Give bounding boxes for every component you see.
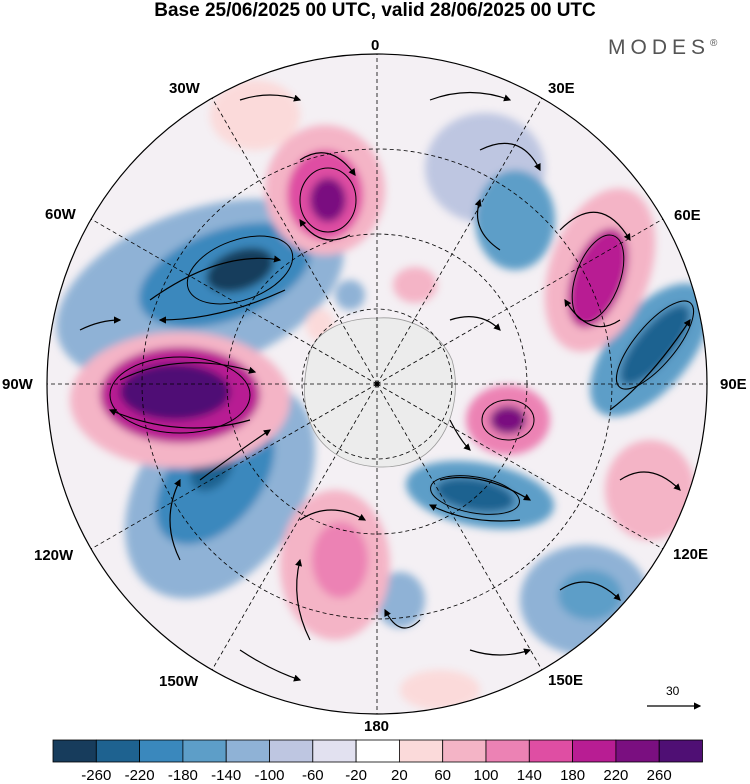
negative-anomaly-region — [335, 280, 365, 310]
lon-label-150w: 150W — [159, 673, 199, 690]
map-border — [46, 53, 708, 715]
lon-label-150e: 150E — [548, 672, 584, 689]
positive-anomaly-peak — [120, 364, 230, 420]
lon-label-60e: 60E — [674, 207, 701, 224]
positive-anomaly-region — [605, 440, 695, 540]
positive-anomaly-region — [210, 80, 300, 150]
colorbar-tick-label: -20 — [345, 767, 367, 784]
colorbar-swatch — [139, 739, 184, 763]
colorbar-swatch — [312, 739, 357, 763]
registered-mark: ® — [710, 38, 718, 49]
lon-label-180: 180 — [364, 718, 390, 735]
colorbar-tick-label: 180 — [560, 767, 586, 784]
lon-label-120w: 120W — [34, 547, 74, 564]
colorbar-tick-label: 20 — [391, 767, 408, 784]
colorbar-tick-label: -260 — [81, 767, 112, 784]
colorbar — [52, 739, 703, 763]
negative-anomaly-core — [475, 170, 555, 270]
colorbar-swatch — [269, 739, 314, 763]
lon-label-90e: 90E — [720, 376, 747, 393]
colorbar-swatch — [355, 739, 400, 763]
lon-label-120e: 120E — [673, 546, 709, 563]
reference-vector-label: 30 — [666, 684, 680, 698]
lon-label-30e: 30E — [548, 80, 575, 97]
lon-label-0: 0 — [371, 37, 380, 54]
colorbar-tick-label: -180 — [167, 767, 198, 784]
negative-anomaly-core — [435, 477, 515, 513]
colorbar-swatch — [95, 739, 141, 763]
positive-anomaly-core — [490, 406, 526, 434]
colorbar-swatch — [485, 739, 530, 763]
colorbar-tick-label: 140 — [516, 767, 542, 784]
wind-vectors — [79, 91, 691, 682]
contour-lines — [109, 167, 695, 515]
positive-anomaly-core — [567, 228, 629, 328]
colorbar-tick-label: -100 — [254, 767, 285, 784]
colorbar-swatch — [658, 739, 703, 763]
map-title: Base 25/06/2025 00 UTC, valid 28/06/2025… — [154, 0, 596, 21]
negative-anomaly-core — [620, 304, 690, 386]
colorbar-tick-label: 260 — [646, 767, 672, 784]
colorbar-tick-label: -140 — [211, 767, 242, 784]
south-pole-marker — [374, 381, 380, 387]
positive-anomaly-peak — [310, 178, 346, 222]
positive-anomaly-region — [393, 267, 437, 303]
colorbar-swatch — [615, 739, 660, 763]
positive-anomaly-region — [400, 670, 480, 710]
colorbar-tick-label: 220 — [603, 767, 629, 784]
lon-label-60w: 60W — [45, 206, 76, 223]
negative-anomaly-core — [558, 570, 622, 620]
graticule — [47, 54, 707, 714]
colorbar-swatch — [572, 739, 617, 763]
colorbar-tick-label: -220 — [124, 767, 155, 784]
brand-name: MODES — [608, 36, 711, 59]
colorbar-swatch — [398, 739, 444, 763]
colorbar-tick-label: -60 — [301, 767, 324, 784]
positive-anomaly-core — [312, 522, 368, 598]
colorbar-swatch — [225, 739, 270, 763]
lon-label-30w: 30W — [169, 80, 200, 97]
colorbar-swatch — [528, 739, 573, 763]
brand-logo: MODES® — [608, 36, 717, 60]
colorbar-swatch — [52, 739, 97, 763]
colorbar-swatch — [442, 739, 487, 763]
colorbar-tick-label: 100 — [473, 767, 499, 784]
colorbar-swatch — [182, 739, 227, 763]
colorbar-tick-label: 60 — [434, 767, 452, 784]
lon-label-90w: 90W — [2, 376, 33, 393]
antarctica-landmass — [304, 317, 456, 468]
